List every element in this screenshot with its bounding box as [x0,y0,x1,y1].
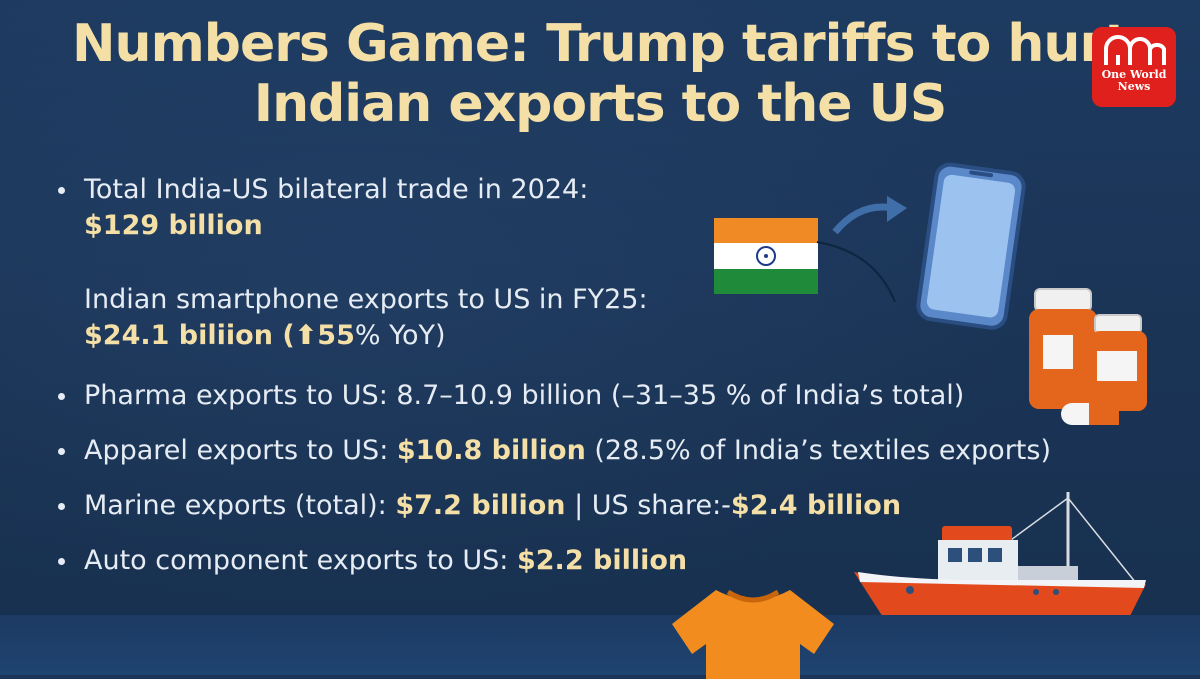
item-value: $7.2 billion [395,490,566,521]
india-flag-icon [714,218,818,294]
bullet-icon [58,558,65,565]
pill-bottle-icon [1029,288,1147,425]
item-label: Indian smartphone exports to US in FY25: [84,284,648,315]
list-item-smartphone-exports: Indian smartphone exports to US in FY25:… [56,282,648,354]
owl-logo-icon [1104,35,1166,65]
water-waves [0,615,1200,675]
tshirt-icon [672,589,834,679]
bullet-icon [58,393,65,400]
item-extra-open: ( [272,320,295,351]
up-arrow-icon: ⬆ [294,320,318,351]
smartphone-icon [916,162,1026,330]
one-world-news-logo: One World News [1092,27,1176,107]
item-label: Total India-US bilateral trade in 2024: [84,174,589,205]
bullet-icon [58,187,65,194]
item-label: Auto component exports to US: [84,545,517,576]
bullet-icon [58,503,65,510]
item-value: $24.1 biliion [84,320,273,351]
list-item-bilateral-trade: Total India-US bilateral trade in 2024: … [56,172,588,244]
item-extra-rest: % YoY) [354,320,446,351]
logo-text-news: News [1117,80,1151,93]
page-title: Numbers Game: Trump tariffs to hurt Indi… [0,14,1200,134]
item-pct: 55 [317,320,355,351]
item-value-line: $24.1 biliion (⬆55% YoY) [84,318,648,354]
item-label: Pharma exports to US: 8.7–10.9 billion (… [84,380,965,411]
item-mid: | US share:- [565,490,731,521]
bullet-icon [58,448,65,455]
logo-text-one-world: One World [1101,68,1167,81]
item-suffix: (28.5% of India’s textiles exports) [585,435,1051,466]
item-value: $10.8 billion [396,435,586,466]
item-value: $129 billion [84,210,263,241]
list-item-apparel-exports: Apparel exports to US: $10.8 billion (28… [56,433,1051,469]
title-line-2: Indian exports to the US [253,74,948,134]
arrow-icon [816,196,907,303]
list-item-auto-component-exports: Auto component exports to US: $2.2 billi… [56,543,687,579]
item-value: $2.2 billion [516,545,688,576]
title-line-1: Numbers Game: Trump tariffs to hurt [72,14,1129,74]
list-item-pharma-exports: Pharma exports to US: 8.7–10.9 billion (… [56,378,964,414]
item-value-2: $2.4 billion [730,490,902,521]
item-label: Apparel exports to US: [84,435,397,466]
item-label: Marine exports (total): [84,490,396,521]
list-item-marine-exports: Marine exports (total): $7.2 billion | U… [56,488,901,524]
